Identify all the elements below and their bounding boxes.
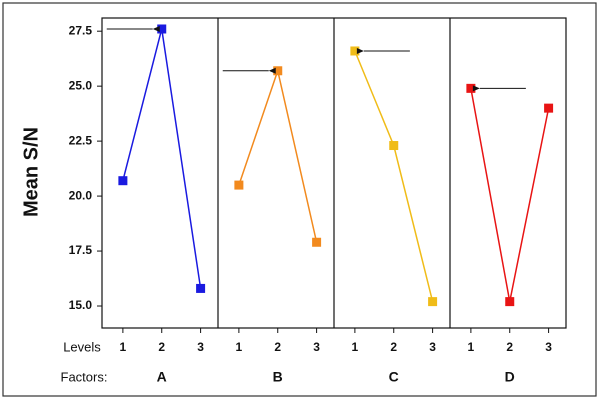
y-tick-label: 17.5 <box>69 243 93 257</box>
level-label: 3 <box>313 340 320 354</box>
arrow-head <box>152 25 160 32</box>
level-label: 3 <box>545 340 552 354</box>
factor-label: C <box>389 369 399 385</box>
y-tick-label: 25.0 <box>69 78 93 92</box>
level-label: 2 <box>274 340 281 354</box>
levels-label: Levels <box>63 339 101 354</box>
factors-label: Factors: <box>61 369 108 384</box>
level-label: 1 <box>120 340 127 354</box>
level-label: 1 <box>468 340 475 354</box>
factor-label: A <box>157 369 167 385</box>
point <box>466 83 476 93</box>
y-tick-label: 20.0 <box>69 188 93 202</box>
point <box>350 46 360 56</box>
frame <box>2 2 597 397</box>
arrow-head <box>268 67 276 74</box>
series-line <box>470 88 550 302</box>
point <box>428 297 438 307</box>
point <box>157 24 167 34</box>
point <box>544 103 554 113</box>
point <box>118 176 128 186</box>
arrow-head <box>356 47 364 54</box>
series-line <box>238 68 318 243</box>
point <box>312 237 322 247</box>
point <box>505 297 515 307</box>
level-label: 1 <box>236 340 243 354</box>
level-label: 1 <box>352 340 359 354</box>
y-tick-label: 27.5 <box>69 23 93 37</box>
point <box>196 283 206 293</box>
point <box>389 141 399 151</box>
y-axis-label: Mean S/N <box>20 127 42 217</box>
level-label: 2 <box>506 340 513 354</box>
level-label: 2 <box>158 340 165 354</box>
level-label: 3 <box>197 340 204 354</box>
factor-label: B <box>273 369 283 385</box>
factor-label: D <box>505 369 515 385</box>
point <box>273 66 283 76</box>
y-tick-label: 22.5 <box>69 133 93 147</box>
series-line <box>354 50 434 302</box>
arrow-head <box>472 85 480 92</box>
level-label: 3 <box>429 340 436 354</box>
y-tick-label: 15.0 <box>69 298 93 312</box>
series-line <box>122 28 202 289</box>
point <box>234 180 244 190</box>
level-label: 2 <box>390 340 397 354</box>
